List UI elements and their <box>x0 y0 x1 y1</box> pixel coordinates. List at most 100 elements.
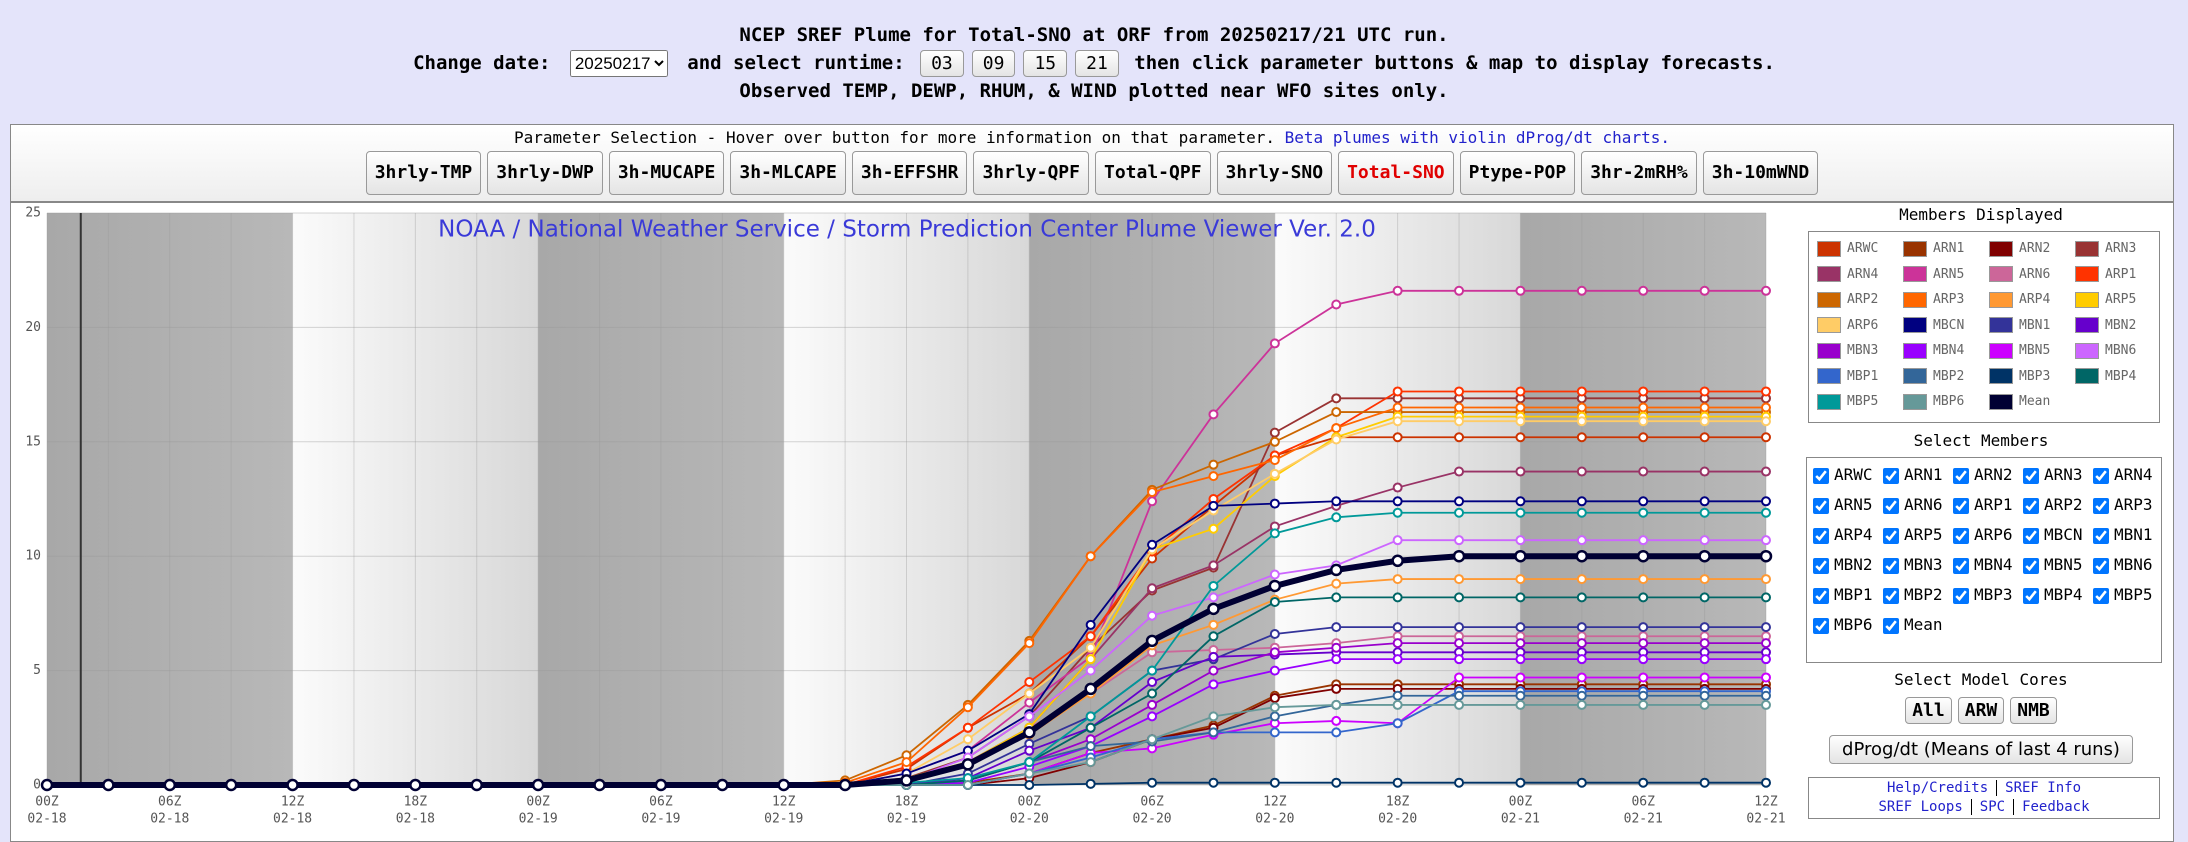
checkbox[interactable] <box>1883 557 1899 574</box>
data-point <box>1208 471 1219 482</box>
data-point <box>1392 535 1403 546</box>
parameter-button[interactable]: 3hrly-QPF <box>973 151 1089 195</box>
checkbox[interactable] <box>2093 557 2109 574</box>
legend-swatch <box>1817 393 1841 410</box>
core-button[interactable]: All <box>1905 697 1952 724</box>
checkbox[interactable] <box>2023 587 2039 604</box>
data-point <box>1638 432 1649 443</box>
data-point <box>1392 638 1403 649</box>
checkbox[interactable] <box>1813 527 1829 544</box>
parameter-button[interactable]: Total-SNO <box>1338 151 1454 195</box>
checkbox[interactable] <box>1883 467 1899 484</box>
members-heading: Members Displayed <box>1899 205 2063 224</box>
checkbox[interactable] <box>2093 527 2109 544</box>
param-heading: Parameter Selection - Hover over button … <box>514 128 1276 147</box>
data-point <box>1085 619 1096 630</box>
checkbox[interactable] <box>1953 497 1969 514</box>
data-point <box>1024 757 1035 768</box>
checkbox[interactable] <box>2093 587 2109 604</box>
data-point <box>901 757 912 768</box>
checkbox[interactable] <box>2093 467 2109 484</box>
param-heading-row: Parameter Selection - Hover over button … <box>11 128 2173 147</box>
runtime-button[interactable]: 03 <box>920 50 964 77</box>
runtime-button[interactable]: 21 <box>1075 50 1119 77</box>
x-tick-label: 06Z <box>1140 795 1164 810</box>
parameter-button[interactable]: 3h-MLCAPE <box>730 151 846 195</box>
link[interactable]: SREF Info <box>1996 780 2089 796</box>
x-tick-label: 00Z <box>526 795 550 810</box>
parameter-button[interactable]: 3h-10mWND <box>1702 151 1819 195</box>
core-button[interactable]: NMB <box>2010 697 2057 724</box>
data-point <box>1576 654 1587 665</box>
checkbox[interactable] <box>1813 617 1829 634</box>
data-point <box>1147 496 1158 507</box>
parameter-button[interactable]: 3hrly-SNO <box>1216 151 1333 195</box>
beta-link[interactable]: Beta plumes with violin dProg/dt charts. <box>1284 128 1670 147</box>
checkbox[interactable] <box>1813 557 1829 574</box>
data-point <box>1515 402 1526 413</box>
data-point <box>1761 574 1771 585</box>
data-point <box>1699 638 1710 649</box>
runtime-button[interactable]: 15 <box>1023 50 1068 77</box>
checkbox[interactable] <box>2023 467 2039 484</box>
checkbox[interactable] <box>1883 617 1899 634</box>
checkbox[interactable] <box>1953 557 1969 574</box>
legend-swatch <box>1989 368 2013 384</box>
parameter-button[interactable]: 3hrly-DWP <box>487 151 603 195</box>
checkbox[interactable] <box>1813 467 1829 484</box>
checkbox-label: ARWC <box>1834 465 1873 484</box>
checkbox[interactable] <box>1813 587 1829 604</box>
parameter-button[interactable]: 3hr-2mRH% <box>1581 151 1697 195</box>
member-checkbox: MBN6 <box>2093 552 2153 578</box>
legend-label: MBP1 <box>1847 368 1879 384</box>
parameter-button[interactable]: 3h-EFFSHR <box>851 151 968 195</box>
legend-label: ARN2 <box>2019 241 2051 256</box>
link[interactable]: SREF Loops <box>1878 799 1963 815</box>
x-tick-label: 18Z <box>895 795 919 810</box>
data-point <box>1331 407 1342 418</box>
checkbox[interactable] <box>2023 527 2039 544</box>
x-tick-label: 18Z <box>1386 795 1410 810</box>
data-point <box>1515 777 1526 788</box>
member-checkbox: ARN5 <box>1813 492 1873 518</box>
parameter-button[interactable]: 3h-MUCAPE <box>608 151 725 195</box>
background-band <box>783 213 1030 785</box>
data-point <box>1331 299 1342 310</box>
checkbox[interactable] <box>1883 497 1899 514</box>
runtime-button[interactable]: 09 <box>971 50 1016 77</box>
checkbox[interactable] <box>1813 497 1829 514</box>
link[interactable]: Help/Credits <box>1886 780 1989 796</box>
parameter-button[interactable]: Total-QPF <box>1095 151 1211 195</box>
data-point <box>1392 496 1403 507</box>
data-point <box>1454 466 1465 477</box>
data-point <box>1147 610 1158 621</box>
data-point <box>1576 592 1587 603</box>
data-point <box>1269 455 1280 466</box>
data-point <box>1454 386 1465 397</box>
link[interactable]: SPC <box>1970 799 2014 815</box>
data-point <box>1454 777 1465 788</box>
core-button[interactable]: ARW <box>1957 697 2005 724</box>
checkbox-label: ARN6 <box>1904 495 1943 514</box>
checkbox[interactable] <box>1883 527 1899 544</box>
parameter-button[interactable]: 3hrly-TMP <box>365 151 482 195</box>
checkbox-label: MBN6 <box>2114 555 2153 574</box>
data-point <box>1454 496 1465 507</box>
checkbox[interactable] <box>1953 527 1969 544</box>
checkbox[interactable] <box>2093 497 2109 514</box>
data-point <box>1269 777 1280 788</box>
parameter-button[interactable]: Ptype-POP <box>1459 151 1576 195</box>
runtime-buttons: 03 09 15 21 <box>916 50 1123 77</box>
date-select[interactable]: 20250217 <box>569 50 668 77</box>
link[interactable]: Feedback <box>2013 799 2098 815</box>
checkbox[interactable] <box>1953 587 1969 604</box>
checkbox[interactable] <box>1953 467 1969 484</box>
legend-entry: ARN5 <box>1903 264 1964 286</box>
label: then click parameter buttons & map to di… <box>1134 52 1775 74</box>
checkbox[interactable] <box>2023 557 2039 574</box>
checkbox[interactable] <box>1883 587 1899 604</box>
dprog-button[interactable]: dProg/dt (Means of last 4 runs) <box>1829 735 2133 764</box>
data-point <box>1515 654 1526 665</box>
checkbox[interactable] <box>2023 497 2039 514</box>
data-point <box>1515 690 1526 701</box>
